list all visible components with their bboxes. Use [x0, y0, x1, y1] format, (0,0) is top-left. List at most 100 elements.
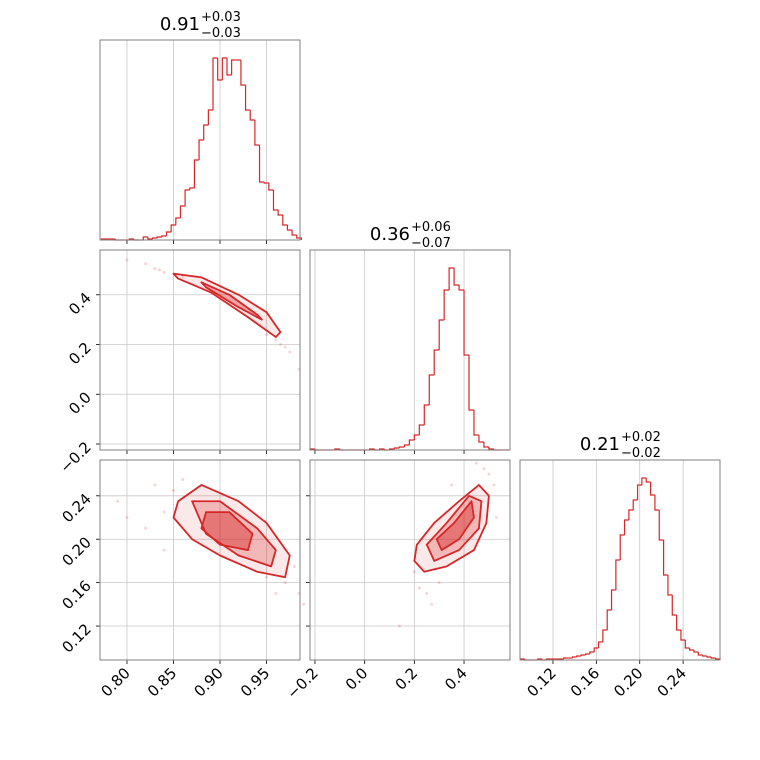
- contour: [413, 484, 490, 573]
- sample-point: [474, 461, 478, 465]
- x-tick-label: 0.95: [237, 664, 273, 700]
- histogram-step: [212, 57, 218, 110]
- y-tick-label: −0.2: [56, 438, 94, 476]
- title-lower: −0.03: [201, 26, 241, 41]
- sample-point: [144, 526, 148, 530]
- histogram-step: [706, 656, 712, 658]
- histogram-step: [488, 447, 494, 450]
- sample-point: [116, 499, 120, 503]
- sample-point: [181, 478, 185, 482]
- panel-frame: [99, 39, 301, 241]
- histogram-step: [193, 159, 200, 188]
- histogram-step: [217, 58, 223, 81]
- x-tick-label: 0.16: [567, 664, 603, 700]
- sample-point: [158, 268, 162, 272]
- title-upper: +0.02: [621, 430, 661, 445]
- histogram-step: [142, 236, 148, 240]
- x-tick-label: 0.12: [523, 664, 559, 700]
- histogram-step: [473, 410, 479, 436]
- x-tick-label: 0.80: [97, 664, 133, 700]
- histogram-step: [483, 442, 489, 448]
- histogram-step: [428, 374, 435, 405]
- sample-point: [171, 488, 175, 492]
- x-tick-label: 0.90: [190, 664, 226, 700]
- histogram-step: [463, 290, 470, 356]
- title: 0.91: [160, 14, 200, 35]
- histogram-step: [563, 657, 569, 659]
- histogram-step: [448, 267, 455, 290]
- histogram-step: [207, 109, 214, 125]
- sample-point: [397, 624, 401, 628]
- histogram-step: [693, 650, 699, 653]
- histogram-step: [231, 59, 237, 75]
- histogram-step: [606, 609, 612, 630]
- contour: [172, 484, 291, 579]
- sample-point: [412, 570, 416, 574]
- x-tick-label: 0.24: [654, 664, 690, 700]
- histogram-step: [615, 559, 621, 590]
- title: 0.36: [370, 224, 410, 245]
- histogram-step: [576, 655, 582, 657]
- sample-point: [265, 575, 269, 579]
- histogram-step: [628, 509, 634, 520]
- histogram-step: [676, 615, 681, 631]
- histogram-step: [645, 478, 651, 483]
- histogram-step: [286, 225, 293, 231]
- sample-point: [162, 548, 166, 552]
- sample-point: [162, 510, 166, 514]
- histogram-step: [710, 657, 716, 659]
- histogram-step: [296, 235, 302, 240]
- histogram-step: [393, 447, 400, 449]
- x-tick-label: −0.2: [283, 664, 321, 702]
- sample-point: [437, 581, 441, 585]
- histogram-step: [468, 355, 474, 411]
- title-upper: +0.06: [411, 220, 451, 235]
- histogram-step: [580, 654, 586, 656]
- sample-point: [144, 262, 148, 266]
- histogram-step: [654, 495, 660, 511]
- histogram-step: [689, 648, 694, 651]
- histogram-step: [240, 60, 246, 86]
- histogram-step: [249, 110, 255, 121]
- histogram-step: [272, 190, 279, 211]
- histogram-step: [291, 230, 297, 236]
- histogram-step: [697, 652, 703, 656]
- sample-point: [417, 586, 421, 590]
- sample-point: [265, 333, 269, 337]
- histogram-step: [244, 85, 251, 111]
- histogram-step: [680, 630, 686, 641]
- histogram-step: [258, 145, 265, 183]
- histogram-step: [151, 237, 158, 239]
- histogram-step: [702, 655, 707, 657]
- x-tick-label: 0.4: [441, 664, 471, 694]
- histogram-step: [165, 231, 172, 236]
- histogram-step: [254, 120, 260, 146]
- panel-frame: [99, 249, 301, 451]
- contour: [172, 272, 282, 338]
- histogram-step: [597, 641, 603, 648]
- x-tick-label: 0.0: [342, 664, 372, 694]
- histogram-step: [268, 183, 274, 191]
- histogram-step: [398, 446, 405, 448]
- sample-point: [288, 350, 292, 354]
- sample-point: [425, 591, 429, 595]
- sample-point: [125, 258, 129, 262]
- panel-frame: [309, 459, 511, 661]
- y-tick-label: 0.16: [58, 577, 94, 613]
- histogram-step: [443, 289, 450, 320]
- histogram-step: [175, 217, 181, 225]
- histogram-step: [408, 439, 415, 445]
- histogram-step: [161, 235, 167, 237]
- sample-point: [278, 343, 282, 347]
- histogram-step: [453, 268, 460, 286]
- y-tick-label: 0.2: [65, 339, 95, 369]
- y-tick-label: 0.12: [58, 620, 94, 656]
- histogram-step: [433, 349, 440, 375]
- histogram-step: [610, 589, 616, 610]
- histogram-step: [438, 319, 445, 350]
- sample-point: [492, 483, 496, 487]
- histogram-step: [179, 205, 186, 218]
- title-lower: −0.07: [411, 236, 451, 251]
- histogram-step: [589, 651, 595, 654]
- histogram-step: [658, 510, 664, 541]
